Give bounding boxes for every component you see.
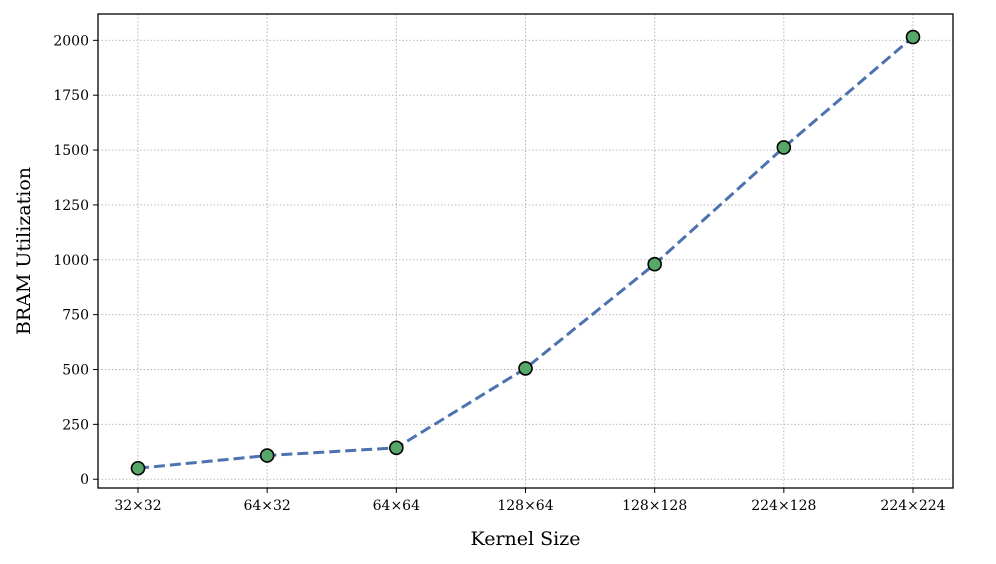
grid xyxy=(98,14,953,488)
y-tick-label: 750 xyxy=(62,308,89,324)
data-point xyxy=(389,440,404,456)
y-tick-label: 0 xyxy=(80,472,89,488)
y-tick-label: 1750 xyxy=(53,88,89,104)
series-layer xyxy=(130,29,921,476)
x-tick-label: 224×128 xyxy=(751,498,816,514)
ticks: 32×32 64×32 64×64 128×64 128×128 224×128 224×2… xyxy=(53,33,945,514)
y-tick-label: 1500 xyxy=(53,143,89,159)
x-tick-label: 224×224 xyxy=(880,498,945,514)
data-point xyxy=(130,460,146,476)
y-axis-label: BRAM Utilization xyxy=(13,167,35,335)
y-tick-label: 1000 xyxy=(53,253,89,269)
x-tick-label: 32×32 xyxy=(114,498,161,514)
data-point xyxy=(647,256,662,272)
x-tick-label: 128×64 xyxy=(497,498,553,514)
y-tick-label: 250 xyxy=(62,417,89,433)
y-tick-label: 1250 xyxy=(53,198,89,214)
y-tick-label: 2000 xyxy=(53,33,89,49)
x-tick-label: 64×64 xyxy=(373,498,420,514)
data-point xyxy=(776,140,792,155)
data-point xyxy=(259,448,275,463)
x-tick-label: 128×128 xyxy=(622,498,687,514)
data-point xyxy=(518,361,533,376)
x-axis-label: Kernel Size xyxy=(471,528,581,550)
data-point xyxy=(905,29,921,45)
x-tick-label: 64×32 xyxy=(243,498,290,514)
y-tick-label: 500 xyxy=(62,363,89,379)
